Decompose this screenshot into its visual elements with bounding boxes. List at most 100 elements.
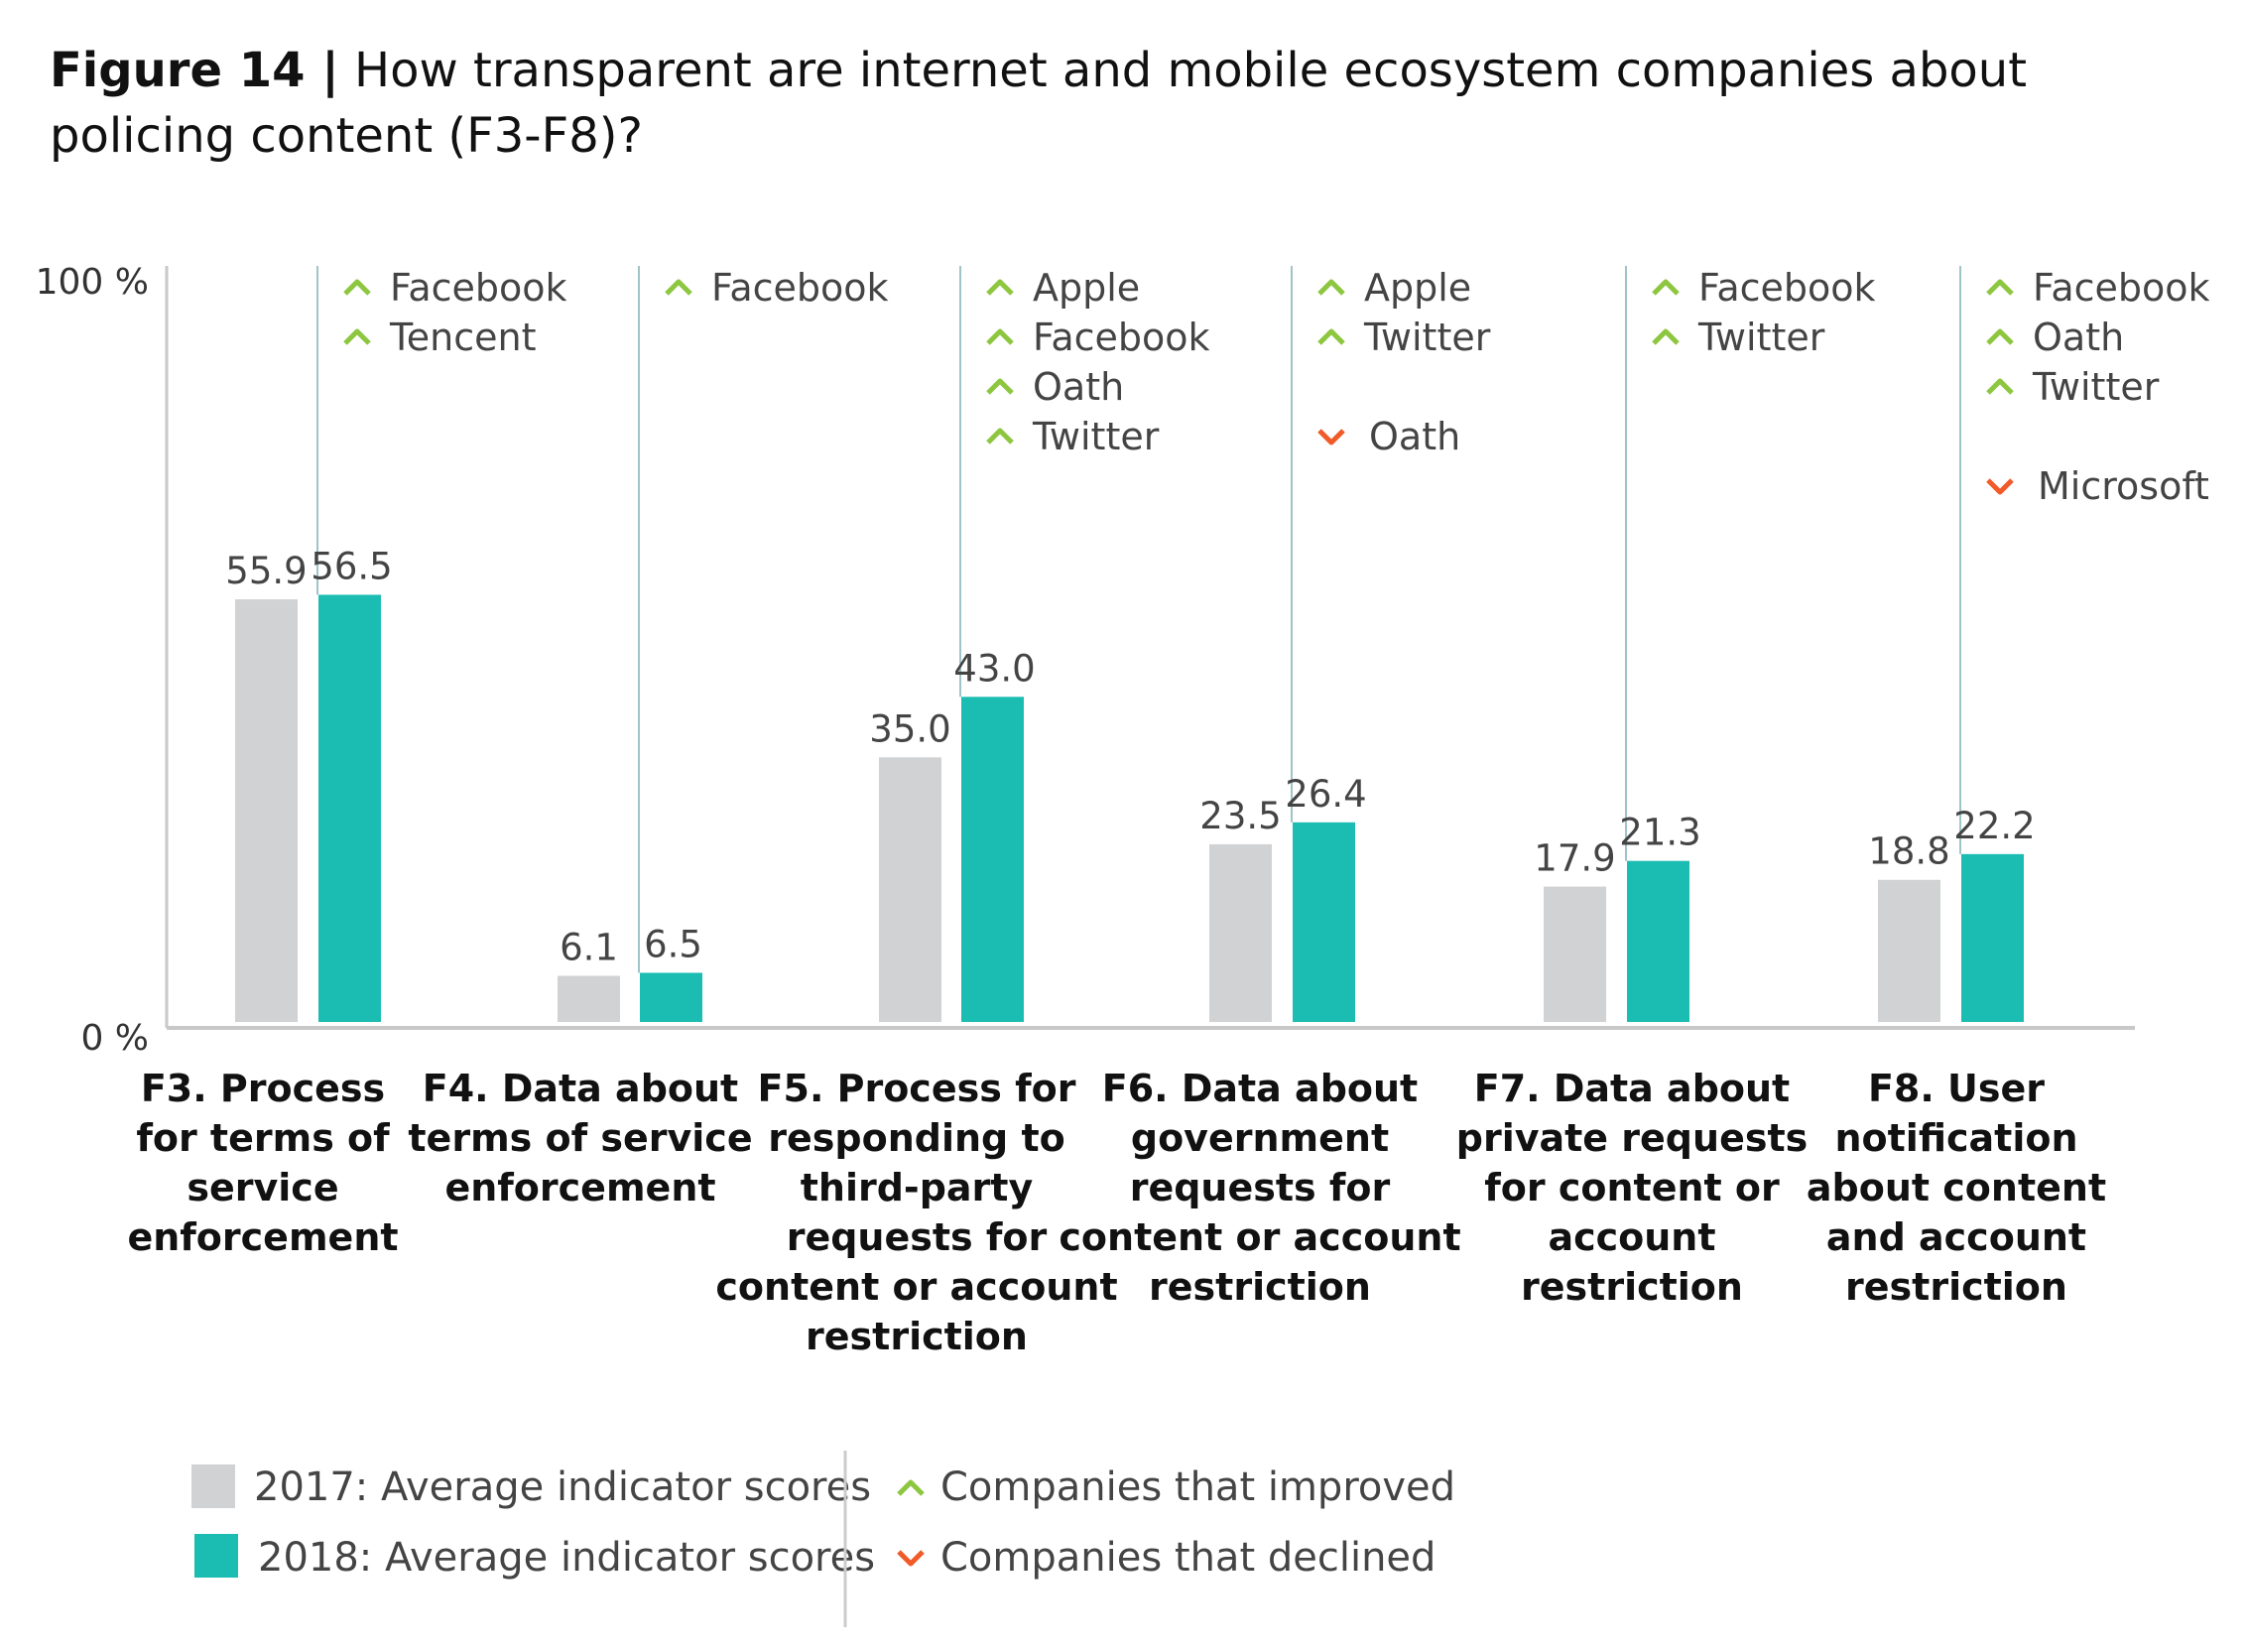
category-label: F4. Data about (423, 1067, 738, 1110)
legend-swatch-2017 (191, 1464, 235, 1508)
bar-2018-F8 (1961, 853, 2024, 1022)
category-label: government (1131, 1116, 1389, 1160)
improved-company-label: Oath (2033, 316, 2124, 359)
bar-2017-F4 (558, 975, 620, 1022)
category-label: service (187, 1166, 338, 1209)
data-label-2017: 55.9 (225, 550, 307, 592)
improved-chevron-icon (986, 328, 1014, 345)
data-label-2017: 35.0 (869, 707, 950, 750)
y-tick-label: 0 % (80, 1018, 149, 1059)
declined-company-label: Microsoft (2038, 464, 2209, 508)
data-label-2018: 6.5 (644, 923, 702, 965)
bar-2017-F8 (1878, 879, 1940, 1022)
category-label: restriction (1521, 1265, 1743, 1309)
legend-label-2017: 2017: Average indicator scores (254, 1464, 871, 1510)
improved-chevron-icon (897, 1479, 925, 1496)
data-label-2018: 56.5 (311, 545, 392, 587)
legend: 2017: Average indicator scores 2018: Aver… (191, 1451, 1455, 1627)
improved-chevron-icon (1652, 328, 1680, 345)
category-label: F6. Data about (1102, 1067, 1418, 1110)
bar-2018-F7 (1627, 860, 1689, 1022)
figure-title: Figure 14 | How transparent are internet… (50, 38, 2133, 169)
category-label: restriction (1845, 1265, 2067, 1309)
bar-2017-F5 (879, 757, 941, 1022)
legend-label-improved: Companies that improved (940, 1464, 1455, 1510)
category-label: private requests (1456, 1116, 1809, 1160)
category-label: F5. Process for (758, 1067, 1076, 1110)
category-label: responding to (768, 1116, 1064, 1160)
category-label: requests for (787, 1215, 1048, 1259)
bar-2018-F6 (1293, 822, 1355, 1022)
category-label: about content (1807, 1166, 2106, 1209)
bar-2017-F3 (235, 599, 298, 1022)
improved-company-label: Twitter (1363, 316, 1491, 359)
category-label: F7. Data about (1474, 1067, 1790, 1110)
improved-chevron-icon (986, 428, 1014, 445)
category-label: for terms of (136, 1116, 390, 1160)
data-label-2018: 26.4 (1285, 773, 1366, 816)
declined-chevron-icon (897, 1550, 925, 1567)
improved-company-label: Apple (1033, 266, 1140, 310)
category-label: restriction (1149, 1265, 1371, 1309)
category-label: requests for (1130, 1166, 1391, 1209)
category-label: notification (1834, 1116, 2077, 1160)
improved-chevron-icon (343, 279, 371, 296)
improved-company-label: Twitter (1697, 316, 1825, 359)
improved-chevron-icon (1317, 279, 1345, 296)
category-label: terms of service (408, 1116, 752, 1160)
declined-company-label: Oath (1369, 415, 1460, 458)
legend-swatch-2018 (194, 1534, 238, 1578)
data-label-2018: 21.3 (1619, 812, 1700, 854)
data-label-2017: 17.9 (1534, 837, 1615, 880)
improved-chevron-icon (986, 378, 1014, 395)
legend-label-declined: Companies that declined (940, 1535, 1436, 1581)
bar-2017-F6 (1209, 843, 1272, 1022)
category-label: F3. Process (141, 1067, 385, 1110)
improved-company-label: Apple (1364, 266, 1471, 310)
bar-2018-F4 (640, 972, 702, 1022)
y-tick-label: 100 % (36, 262, 149, 303)
category-label: F8. User (1868, 1067, 2045, 1110)
improved-company-label: Tencent (389, 316, 536, 359)
improved-chevron-icon (343, 328, 371, 345)
improved-company-label: Facebook (390, 266, 567, 310)
category-label: enforcement (444, 1166, 715, 1209)
improved-chevron-icon (665, 279, 692, 296)
declined-chevron-icon (1986, 478, 2014, 495)
declined-chevron-icon (1317, 429, 1345, 445)
category-label: restriction (806, 1315, 1028, 1358)
bars (235, 594, 2024, 1022)
category-label: and account (1826, 1215, 2086, 1259)
improved-company-label: Facebook (1698, 266, 1876, 310)
improved-company-label: Facebook (2033, 266, 2210, 310)
improved-company-label: Oath (1033, 365, 1124, 409)
category-label: account (1548, 1215, 1715, 1259)
improved-chevron-icon (986, 279, 1014, 296)
improved-chevron-icon (1986, 279, 2014, 296)
data-label-2018: 22.2 (1953, 805, 2035, 847)
improved-company-label: Twitter (2032, 365, 2160, 409)
data-label-2018: 43.0 (953, 647, 1035, 690)
category-label: content or account (1059, 1215, 1460, 1259)
category-label: enforcement (127, 1215, 398, 1259)
improved-company-label: Facebook (1033, 316, 1210, 359)
data-label-2017: 18.8 (1868, 830, 1949, 873)
bar-2017-F7 (1544, 886, 1606, 1022)
improved-chevron-icon (1986, 328, 2014, 345)
figure-number: Figure 14 | (50, 43, 339, 98)
improved-company-label: Twitter (1032, 415, 1160, 458)
improved-company-label: Facebook (711, 266, 889, 310)
category-label: for content or (1484, 1166, 1780, 1209)
data-label-2017: 6.1 (560, 927, 618, 969)
legend-label-2018: 2018: Average indicator scores (258, 1535, 875, 1581)
bar-2018-F5 (961, 697, 1024, 1022)
improved-chevron-icon (1986, 378, 2014, 395)
data-label-2017: 23.5 (1199, 795, 1281, 837)
improved-chevron-icon (1652, 279, 1680, 296)
figure-title-text: How transparent are internet and mobile … (50, 43, 2028, 164)
labels: 55.9 56.5 Facebook Tencent F3. Process for te… (127, 266, 2209, 1358)
axes: 100 % 0 % (36, 262, 2135, 1059)
category-label: content or account (715, 1265, 1117, 1309)
improved-chevron-icon (1317, 328, 1345, 345)
